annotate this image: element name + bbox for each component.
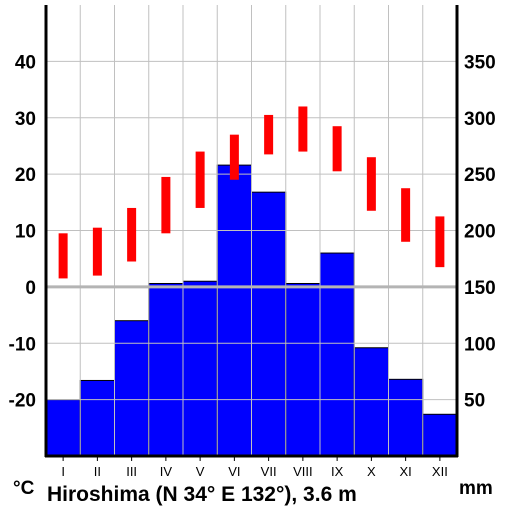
month-label-V: V [196,464,205,479]
left-axis-unit: °C [13,478,35,499]
left-tick-label: 0 [25,278,36,299]
precipitation-bar-XII [422,413,458,457]
temperature-range-VII [264,114,274,155]
precipitation-bar-I [45,399,81,457]
chart-title: Hiroshima (N 34° E 132°), 3.6 m [47,483,357,506]
month-label-III: III [126,464,137,479]
left-tick-label: 20 [15,165,36,186]
month-label-IV: IV [160,464,173,479]
left-tick-label: 40 [15,52,36,73]
precipitation-bar-II [79,379,115,457]
month-label-VII: VII [261,464,277,479]
temperature-range-VI [229,134,239,180]
precipitation-bar-III [114,320,150,457]
precipitation-bar-IV [148,282,184,457]
precipitation-bar-X [353,347,389,457]
precipitation-bar-IX [319,252,355,457]
temperature-range-X [366,157,376,211]
temperature-range-IV [161,176,171,234]
right-tick-label: 150 [464,278,496,299]
temperature-range-I [58,233,68,279]
month-label-X: X [367,464,376,479]
left-tick-label: 30 [15,109,36,130]
temperature-range-V [195,151,205,208]
right-tick-label: 250 [464,165,496,186]
left-tick-label: -20 [9,391,36,412]
precipitation-bar-V [182,280,218,457]
labels: °C Hiroshima (N 34° E 132°), 3.6 m mm [13,478,493,506]
month-label-VI: VI [228,464,240,479]
left-tick-label: -10 [9,334,36,355]
right-tick-label: 200 [464,222,496,243]
temperature-range-XII [435,216,445,268]
axes: I II III IV V VI VII VIII IX X XI XII403020100-10-2… [9,5,496,479]
temperature-range-VIII [298,106,308,152]
month-label-XII: XII [432,464,448,479]
temperature-range-IX [332,126,342,172]
right-tick-label: 100 [464,334,496,355]
precipitation-bar-XI [388,378,424,457]
precipitation-bar-VII [251,191,287,457]
temperature-ranges [58,106,445,279]
right-tick-label: 350 [464,52,496,73]
precipitation-bar-VI [216,164,252,457]
month-label-VIII: VIII [293,464,313,479]
right-tick-label: 50 [464,391,485,412]
right-tick-label: 300 [464,109,496,130]
month-label-XI: XI [399,464,411,479]
right-axis-unit: mm [459,478,493,499]
precipitation-bar-VIII [285,282,321,457]
month-label-II: II [94,464,101,479]
temperature-range-XI [401,188,411,242]
temperature-range-III [127,207,137,262]
left-tick-label: 10 [15,222,36,243]
month-label-I: I [61,464,65,479]
month-label-IX: IX [331,464,344,479]
temperature-range-II [92,227,102,276]
